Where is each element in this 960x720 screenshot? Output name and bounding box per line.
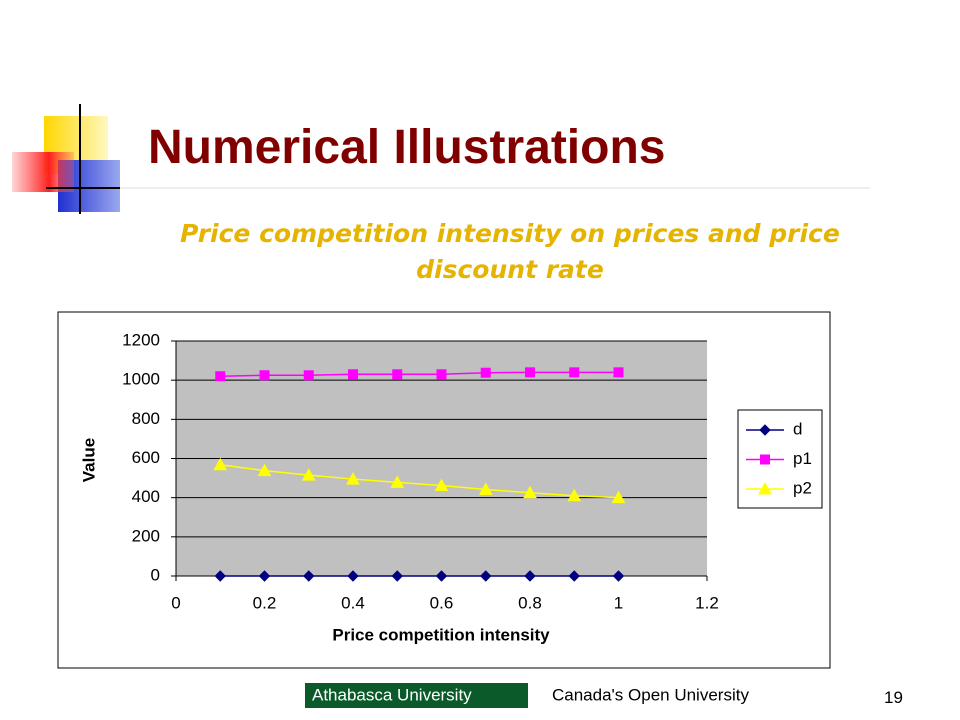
slide-title: Numerical Illustrations [148, 121, 666, 174]
y-tick-label: 1200 [122, 330, 160, 349]
legend-label: p2 [793, 478, 812, 497]
data-point [303, 570, 315, 582]
data-point [569, 367, 580, 378]
data-point [480, 570, 492, 582]
data-point [301, 468, 316, 481]
data-point [303, 370, 314, 381]
x-tick-label: 1.2 [695, 593, 719, 612]
page-number: 19 [884, 688, 903, 707]
data-point [436, 369, 447, 380]
x-tick-label: 0.6 [430, 593, 454, 612]
decoration [12, 104, 870, 214]
x-tick-label: 0.4 [341, 593, 365, 612]
series-line [220, 464, 619, 499]
data-point [214, 570, 226, 582]
data-point [346, 472, 360, 485]
data-point [525, 367, 535, 378]
data-point [434, 478, 449, 492]
x-tick-label: 0.8 [518, 593, 542, 612]
data-point [613, 367, 624, 378]
data-point [524, 570, 536, 582]
x-axis-title: Price competition intensity [332, 625, 550, 644]
data-point [567, 488, 582, 502]
legend-label: d [793, 419, 802, 438]
data-point [259, 370, 270, 381]
series-line [220, 371, 619, 377]
data-point [392, 369, 403, 380]
y-tick-label: 0 [151, 565, 160, 584]
data-point [478, 482, 493, 495]
data-point [523, 485, 537, 499]
y-tick-label: 200 [132, 526, 160, 545]
data-point [347, 570, 359, 582]
data-point [390, 475, 405, 488]
data-point [348, 369, 358, 380]
legend-marker [759, 424, 771, 436]
data-point [215, 371, 226, 382]
legend-marker [758, 481, 772, 495]
data-point [612, 570, 625, 582]
data-point [435, 570, 448, 582]
data-point [258, 570, 271, 582]
footer-right-logo: Canada's Open University [552, 685, 749, 704]
y-tick-label: 1000 [122, 370, 160, 389]
y-tick-label: 800 [132, 409, 160, 428]
footer-logo-text: Athabasca University [312, 685, 472, 704]
data-point [568, 570, 580, 582]
y-tick-label: 400 [132, 487, 160, 506]
data-point [480, 367, 491, 378]
legend-label: p1 [793, 449, 812, 468]
x-tick-label: 0 [171, 593, 180, 612]
data-point [611, 490, 626, 504]
x-tick-label: 0.2 [253, 593, 277, 612]
data-point [257, 463, 272, 477]
footer-left-logo: Athabasca University [305, 683, 528, 708]
subtitle: Price competition intensity on prices an… [180, 219, 840, 284]
y-tick-label: 600 [132, 448, 160, 467]
data-point [391, 570, 403, 582]
y-axis-title: Value [79, 438, 98, 482]
data-point [213, 457, 228, 471]
legend-marker [760, 454, 770, 465]
x-tick-label: 1 [614, 593, 623, 612]
